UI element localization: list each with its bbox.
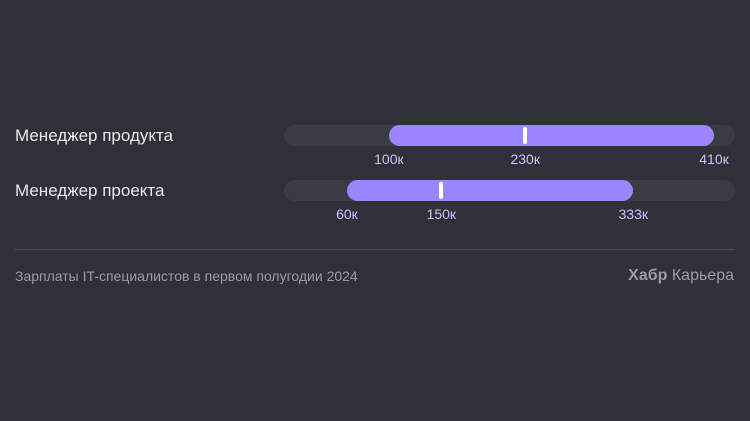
value-label-min: 60к [336,206,358,222]
range-track [284,180,735,201]
salary-range-bar [388,125,714,146]
brand-logo: Хабр Карьера [628,267,734,285]
row-label: Менеджер проекта [15,181,165,200]
salary-range-bar [346,180,634,201]
median-marker [523,127,528,144]
value-label-min: 100к [374,151,404,167]
value-label-max: 333к [618,206,648,222]
divider [15,249,735,250]
value-label-median: 230к [510,151,540,167]
median-marker [439,182,444,199]
brand-name-bold: Хабр [628,267,668,284]
value-label-median: 150к [426,206,457,222]
value-label-max: 410к [699,151,729,167]
range-track [284,125,735,146]
brand-name-rest: Карьера [671,267,734,284]
chart-caption: Зарплаты IT-специалистов в первом полуго… [15,268,358,284]
row-label: Менеджер продукта [15,126,174,145]
